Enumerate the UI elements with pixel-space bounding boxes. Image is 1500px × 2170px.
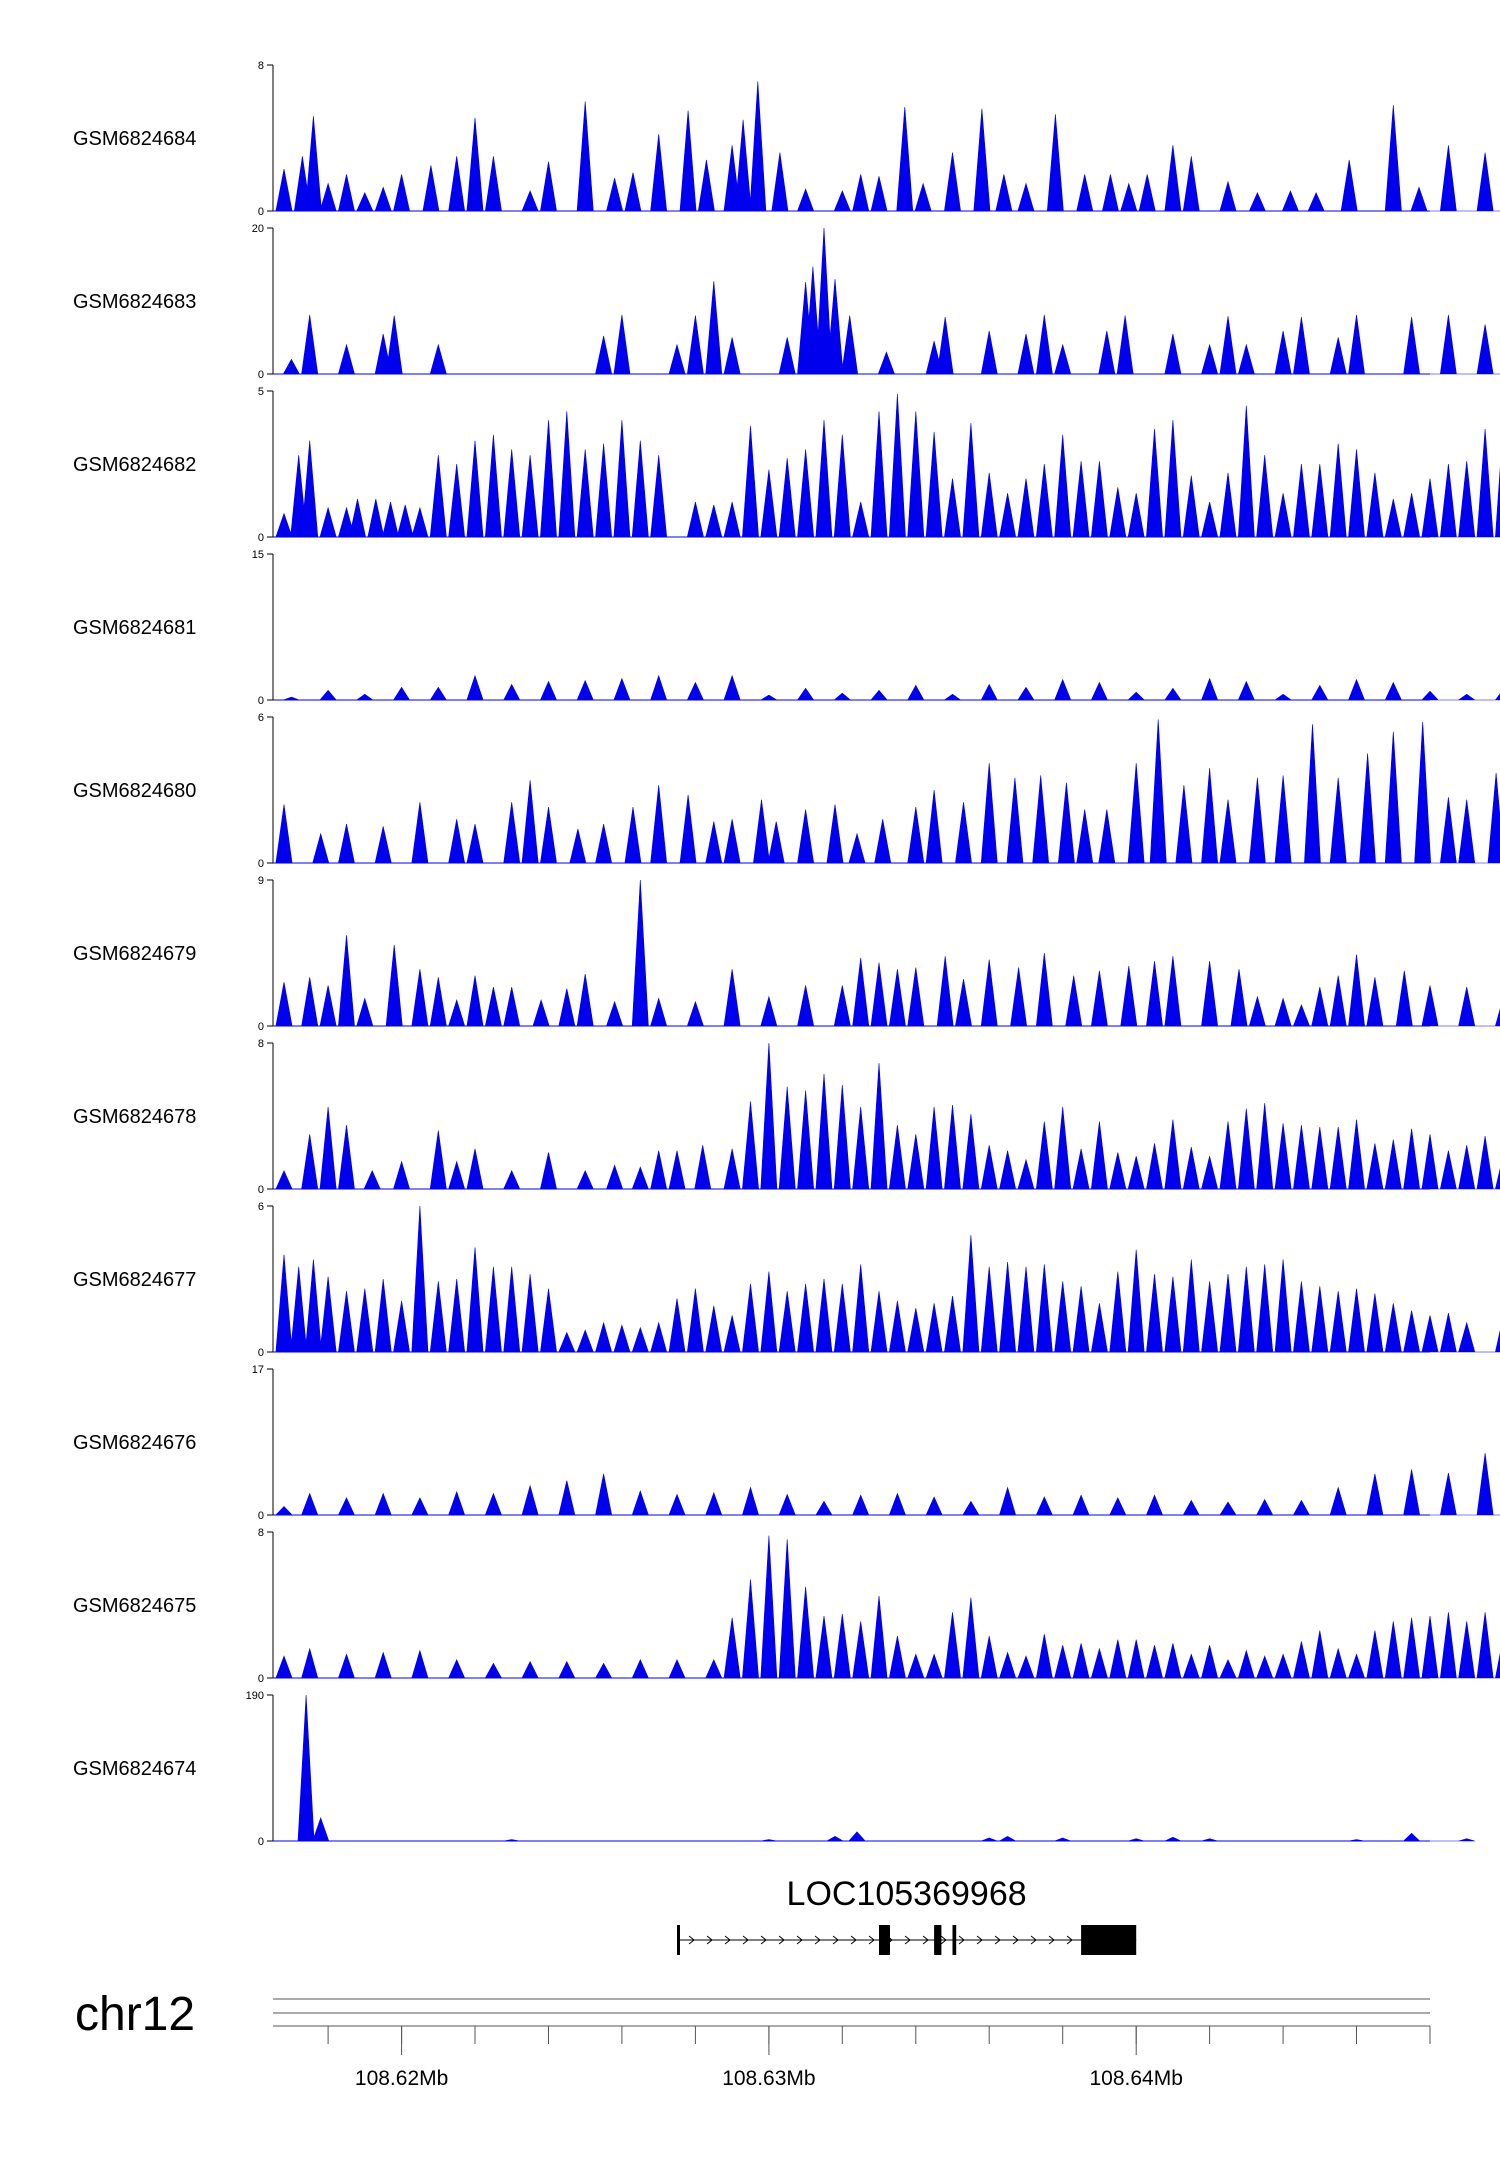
y-tick-min-label: 0 bbox=[258, 206, 264, 218]
y-tick-max-label: 8 bbox=[258, 60, 264, 72]
track-GSM6824681: GSM6824681 15 0 bbox=[73, 549, 1500, 707]
signal-area bbox=[275, 1453, 1500, 1516]
y-tick-max-label: 8 bbox=[258, 1038, 264, 1050]
track-GSM6824676: GSM6824676 17 0 bbox=[73, 1364, 1500, 1522]
signal-area bbox=[275, 1535, 1500, 1679]
track-label: GSM6824683 bbox=[73, 291, 196, 313]
y-tick-min-label: 0 bbox=[258, 1021, 264, 1033]
y-tick-max-label: 9 bbox=[258, 875, 264, 887]
y-tick-max-label: 15 bbox=[252, 549, 264, 561]
strand-arrow bbox=[688, 1935, 695, 1945]
y-tick-min-label: 0 bbox=[258, 858, 264, 870]
axis-tick-label: 108.62Mb bbox=[355, 2067, 448, 2090]
y-tick-max-label: 17 bbox=[252, 1364, 264, 1376]
y-tick-min-label: 0 bbox=[258, 1673, 264, 1685]
strand-arrow bbox=[904, 1935, 911, 1945]
track-GSM6824674: GSM6824674 190 0 bbox=[73, 1690, 1475, 1848]
strand-arrow bbox=[922, 1935, 929, 1945]
tracks-layer: GSM682468480GSM6824683200GSM682468250GSM… bbox=[73, 60, 1500, 1848]
strand-arrow bbox=[814, 1935, 821, 1945]
strand-arrow bbox=[1012, 1935, 1019, 1945]
track-label: GSM6824677 bbox=[73, 1269, 196, 1291]
track-GSM6824678: GSM6824678 8 0 bbox=[73, 1038, 1500, 1196]
track-label: GSM6824678 bbox=[73, 1106, 196, 1128]
signal-area bbox=[280, 227, 1500, 375]
y-tick-min-label: 0 bbox=[258, 1836, 264, 1848]
y-tick-min-label: 0 bbox=[258, 695, 264, 707]
track-GSM6824679: GSM6824679 9 0 bbox=[73, 875, 1500, 1033]
y-tick-max-label: 6 bbox=[258, 1201, 264, 1213]
gene-track: LOC105369968 bbox=[677, 1875, 1137, 1955]
track-GSM6824682: GSM6824682 5 0 bbox=[73, 386, 1500, 544]
strand-arrow bbox=[850, 1935, 857, 1945]
strand-arrow bbox=[994, 1935, 1001, 1945]
y-tick-min-label: 0 bbox=[258, 1510, 264, 1522]
strand-arrow bbox=[1030, 1935, 1037, 1945]
y-tick-max-label: 20 bbox=[252, 223, 264, 235]
strand-arrow bbox=[958, 1935, 965, 1945]
signal-area bbox=[275, 719, 1500, 864]
strand-arrow bbox=[832, 1935, 839, 1945]
track-GSM6824677: GSM6824677 6 0 bbox=[73, 1201, 1500, 1359]
gene-exon bbox=[1081, 1925, 1137, 1955]
strand-arrow bbox=[940, 1935, 947, 1945]
strand-arrow bbox=[1066, 1935, 1073, 1945]
track-GSM6824683: GSM6824683 20 0 bbox=[73, 223, 1500, 381]
track-label: GSM6824681 bbox=[73, 617, 196, 639]
chromosome-label: chr12 bbox=[75, 1988, 195, 2041]
strand-arrow bbox=[706, 1935, 713, 1945]
strand-arrow bbox=[760, 1935, 767, 1945]
signal-area bbox=[280, 674, 1500, 701]
y-tick-max-label: 190 bbox=[246, 1690, 264, 1702]
signal-area bbox=[275, 879, 1500, 1027]
y-tick-max-label: 8 bbox=[258, 1527, 264, 1539]
signal-area bbox=[280, 1694, 1475, 1842]
gene-exon bbox=[952, 1925, 957, 1955]
strand-arrow bbox=[742, 1935, 749, 1945]
axis-tick-label: 108.64Mb bbox=[1089, 2067, 1182, 2090]
track-label: GSM6824675 bbox=[73, 1595, 196, 1617]
track-label: GSM6824682 bbox=[73, 454, 196, 476]
signal-area bbox=[275, 1205, 1500, 1353]
gene-exon bbox=[934, 1925, 942, 1955]
signal-area bbox=[275, 393, 1500, 538]
y-tick-max-label: 6 bbox=[258, 712, 264, 724]
track-GSM6824675: GSM6824675 8 0 bbox=[73, 1527, 1500, 1685]
strand-arrow bbox=[796, 1935, 803, 1945]
track-label: GSM6824680 bbox=[73, 780, 196, 802]
y-tick-min-label: 0 bbox=[258, 1184, 264, 1196]
track-GSM6824680: GSM6824680 6 0 bbox=[73, 712, 1500, 870]
gene-label: LOC105369968 bbox=[787, 1875, 1027, 1913]
genome-axis: chr12 108.62Mb 108.63Mb 108.64Mb bbox=[75, 1988, 1431, 2090]
y-tick-min-label: 0 bbox=[258, 1347, 264, 1359]
strand-arrow bbox=[1048, 1935, 1055, 1945]
track-label: GSM6824676 bbox=[73, 1432, 196, 1454]
track-label: GSM6824674 bbox=[73, 1758, 196, 1780]
track-label: GSM6824679 bbox=[73, 943, 196, 965]
y-tick-min-label: 0 bbox=[258, 369, 264, 381]
gene-exon bbox=[879, 1925, 890, 1955]
axis-tick-label: 108.63Mb bbox=[722, 2067, 815, 2090]
strand-arrow bbox=[778, 1935, 785, 1945]
y-tick-max-label: 5 bbox=[258, 386, 264, 398]
y-tick-min-label: 0 bbox=[258, 532, 264, 544]
gene-exon bbox=[677, 1925, 680, 1955]
track-GSM6824684: GSM6824684 8 0 bbox=[73, 60, 1500, 218]
strand-arrow bbox=[976, 1935, 983, 1945]
signal-area bbox=[275, 81, 1500, 212]
signal-area bbox=[275, 1042, 1500, 1190]
track-label: GSM6824684 bbox=[73, 128, 196, 150]
strand-arrow bbox=[724, 1935, 731, 1945]
strand-arrow bbox=[868, 1935, 875, 1945]
